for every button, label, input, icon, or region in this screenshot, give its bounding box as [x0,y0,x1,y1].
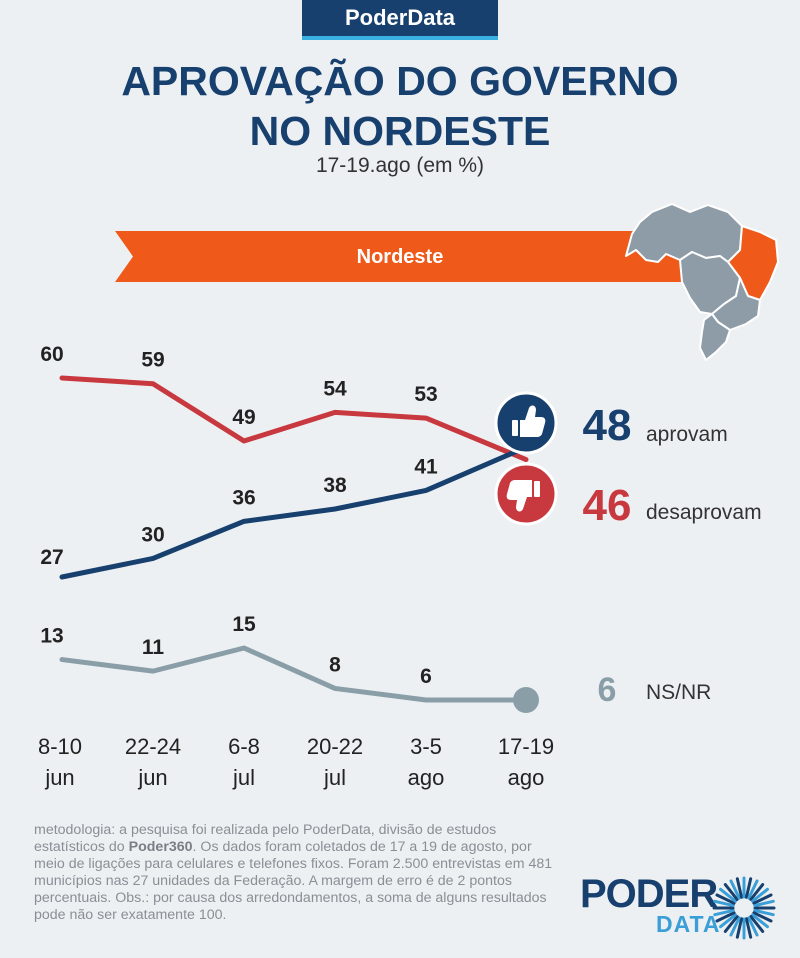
logo-ray [715,911,736,923]
logo-ray [715,893,736,905]
logo-ray [713,908,735,917]
logo-ray [735,917,744,939]
methodology-footnote: metodologia: a pesquisa foi realizada pe… [34,822,564,924]
region-banner-label: Nordeste [357,246,444,268]
logo-ray [729,879,741,900]
logo-ray [753,908,775,917]
page-title: APROVAÇÃO DO GOVERNO NO NORDESTE [0,56,800,156]
x-tick-label-4-dates: 3-5 [410,734,442,759]
logo-ray [713,899,735,908]
logo-text-data: DATA [656,911,721,937]
data-label-aprovam-1: 30 [141,523,164,546]
chart-marks: 60 59 49 54 53 27 30 36 38 41 13 11 15 8 6 [40,343,539,713]
thumbs-down-icon [494,462,558,526]
legend-value-nsnr: 6 [598,671,617,709]
poderdata-logo: PODER DATA [580,874,780,944]
data-label-nsnr-2: 15 [232,613,256,636]
x-tick-label-1-dates: 22-24 [125,734,181,759]
logo-burst-icon [712,876,776,940]
logo-text-poder: PODER [580,872,718,916]
title-line-1: APROVAÇÃO DO GOVERNO [121,58,679,104]
map-south-region [699,313,731,361]
logo-ray [751,913,769,929]
data-label-nsnr-4: 6 [420,665,432,688]
x-tick-label-5-dates: 17-19 [498,734,554,759]
x-tick-label-3-month: jul [323,765,346,790]
map-north-region [625,203,743,263]
series-line-aprovam [59,444,529,580]
footnote-text-end: . Os dados foram coletados de 17 a 19 de… [34,839,553,923]
x-tick-label-3-dates: 20-22 [307,734,363,759]
thumbs-up-icon [494,391,558,455]
footnote-text-start: metodologia: a pesquisa foi realizada pe… [34,822,497,855]
logo-ray [723,915,739,933]
data-label-desaprovam-2: 49 [232,406,255,429]
logo-ray [723,883,739,901]
legend-label-aprovam: aprovam [646,423,728,446]
data-label-desaprovam-0: 60 [40,343,63,366]
region-banner [115,231,705,282]
logo-ray [749,883,765,901]
legend-value-aprovam: 48 [583,401,632,450]
logo-ray [744,877,753,899]
x-tick-label-0-dates: 8-10 [38,734,82,759]
series-line-nsnr [59,645,529,703]
logo-ray [744,917,753,939]
data-label-desaprovam-1: 59 [141,349,164,372]
data-label-desaprovam-3: 54 [323,377,347,400]
logo-ray [753,899,775,908]
data-label-aprovam-2: 36 [232,486,255,509]
x-tick-label-4-month: ago [408,765,445,790]
x-tick-label-0-month: jun [44,765,74,790]
series-endpoint-nsnr [513,687,539,713]
x-tick-label-5-month: ago [508,765,545,790]
footnote-bold-source: Poder360 [128,839,193,855]
series-line-desaprovam [59,375,529,463]
data-label-aprovam-3: 38 [323,474,347,497]
x-tick-label-1-month: jun [137,765,167,790]
logo-ray [751,887,769,903]
logo-ray [735,877,744,899]
brazil-map [625,203,779,361]
x-tick-label-2-dates: 6-8 [228,734,260,759]
data-label-aprovam-4: 41 [414,455,438,478]
legend-label-nsnr: NS/NR [646,681,711,704]
logo-ray [719,887,737,903]
data-label-nsnr-1: 11 [142,636,165,659]
logo-ray [752,911,773,923]
logo-ray [747,916,759,937]
logo-ray [749,915,765,933]
logo-ray [752,893,773,905]
title-line-2: NO NORDESTE [249,108,551,154]
legend-value-desaprovam: 46 [583,481,632,530]
legend-label-desaprovam: desaprovam [646,501,762,524]
logo-ray [747,879,759,900]
data-label-nsnr-0: 13 [40,625,63,648]
logo-ray [719,913,737,929]
line-chart: Nordeste 60 59 49 54 53 27 30 36 38 41 13 11 15 8 6 8-… [38,203,779,790]
data-label-nsnr-3: 8 [329,653,341,676]
x-axis-labels: 8-10 jun 22-24 jun 6-8 jul 20-22 jul 3-5 ago 17-19… [38,734,554,790]
poderdata-header-tab: PoderData [302,0,498,40]
data-label-aprovam-0: 27 [40,546,63,569]
logo-ray [729,916,741,937]
page-subtitle: 17-19.ago (em %) [315,154,485,177]
data-label-desaprovam-4: 53 [414,383,437,406]
x-tick-label-2-month: jul [232,765,255,790]
